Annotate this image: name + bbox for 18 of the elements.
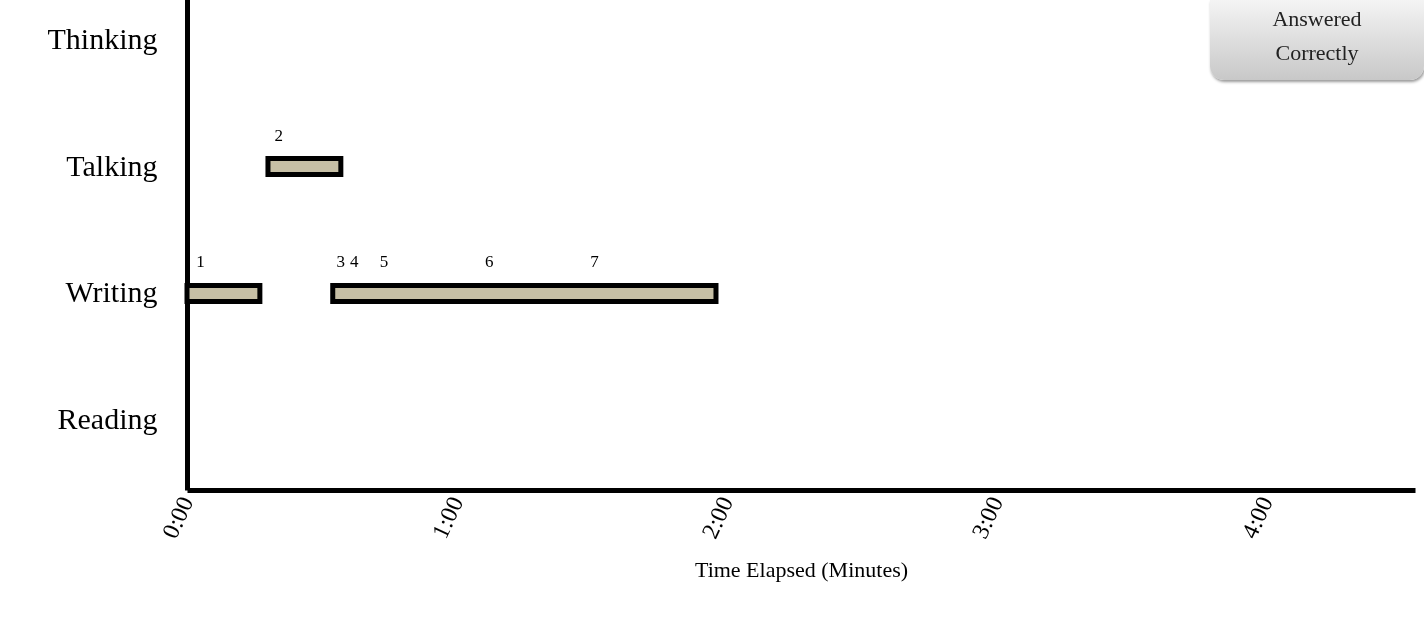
y-tick-label: Thinking bbox=[47, 21, 158, 55]
x-tick-label: 4:00 bbox=[1236, 492, 1278, 543]
x-tick-label: 1:00 bbox=[426, 492, 469, 543]
annotation: Answered Correctly bbox=[1271, 5, 1363, 67]
annotation: 1 bbox=[196, 252, 205, 272]
x-tick-label: 0:00 bbox=[156, 492, 199, 543]
y-tick-label: Talking bbox=[66, 148, 158, 182]
y-tick-label: Reading bbox=[57, 402, 158, 436]
annotation: 6 bbox=[485, 252, 494, 272]
x-axis-title: Time Elapsed (Minutes) bbox=[694, 557, 909, 583]
annotation: 7 bbox=[590, 252, 600, 272]
x-tick-label: 3:00 bbox=[966, 492, 1009, 543]
annotation: 4 bbox=[350, 252, 360, 272]
x-tick-label: 2:00 bbox=[696, 492, 739, 543]
annotation: 5 bbox=[379, 252, 389, 272]
annotation: 3 bbox=[336, 252, 346, 272]
y-tick-label: Writing bbox=[65, 275, 158, 309]
annotation: 2 bbox=[274, 125, 284, 145]
